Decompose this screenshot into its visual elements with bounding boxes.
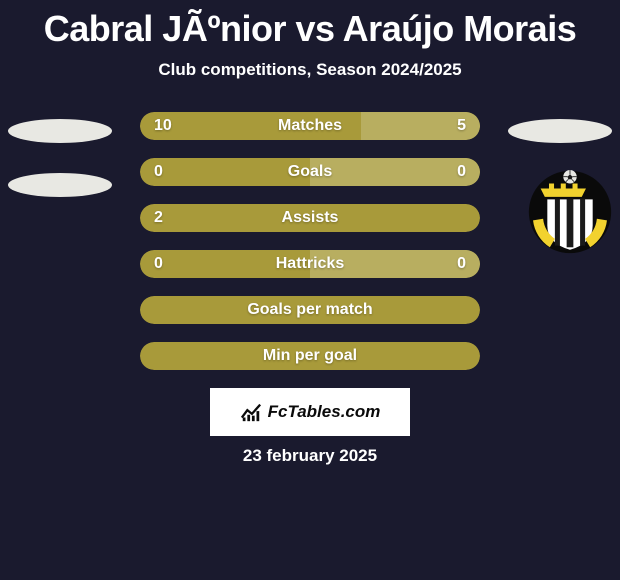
stat-value-right: 0 bbox=[443, 158, 480, 186]
stat-value-left: 10 bbox=[140, 112, 186, 140]
club-badge-icon bbox=[528, 170, 612, 254]
page-title: Cabral JÃºnior vs Araújo Morais bbox=[0, 8, 620, 50]
avatar-placeholder-oval bbox=[8, 173, 112, 197]
subtitle: Club competitions, Season 2024/2025 bbox=[0, 60, 620, 80]
stat-value-left: 0 bbox=[140, 158, 177, 186]
stat-row: Goals0 0 bbox=[140, 158, 480, 186]
stat-row: Min per goal bbox=[140, 342, 480, 370]
stat-label: Hattricks bbox=[140, 250, 480, 278]
stat-row: Goals per match bbox=[140, 296, 480, 324]
stat-row: Assists2 bbox=[140, 204, 480, 232]
stat-label: Goals per match bbox=[140, 296, 480, 324]
stat-value-right: 5 bbox=[443, 112, 480, 140]
stat-rows: Matches105Goals00Assists2Hattricks00Goal… bbox=[140, 112, 480, 370]
stat-label: Min per goal bbox=[140, 342, 480, 370]
footer-date: 23 february 2025 bbox=[0, 446, 620, 466]
chart-icon bbox=[240, 401, 262, 423]
stat-value-left: 0 bbox=[140, 250, 177, 278]
club-badge bbox=[528, 170, 612, 254]
avatar-placeholder-oval bbox=[508, 119, 612, 143]
player-left-avatar bbox=[8, 112, 112, 204]
stat-row: Matches10 5 bbox=[140, 112, 480, 140]
stat-row: Hattricks0 0 bbox=[140, 250, 480, 278]
avatar-placeholder-oval bbox=[8, 119, 112, 143]
stat-label: Matches bbox=[140, 112, 480, 140]
stat-label: Goals bbox=[140, 158, 480, 186]
stats-area: Matches105Goals00Assists2Hattricks00Goal… bbox=[0, 112, 620, 370]
brand-text: FcTables.com bbox=[268, 402, 381, 422]
stat-value-right: 0 bbox=[443, 250, 480, 278]
comparison-card: Cabral JÃºnior vs Araújo Morais Club com… bbox=[0, 0, 620, 466]
stat-value-left: 2 bbox=[140, 204, 177, 232]
stat-label: Assists bbox=[140, 204, 480, 232]
brand-badge[interactable]: FcTables.com bbox=[210, 388, 410, 436]
player-right-avatar bbox=[508, 112, 612, 150]
